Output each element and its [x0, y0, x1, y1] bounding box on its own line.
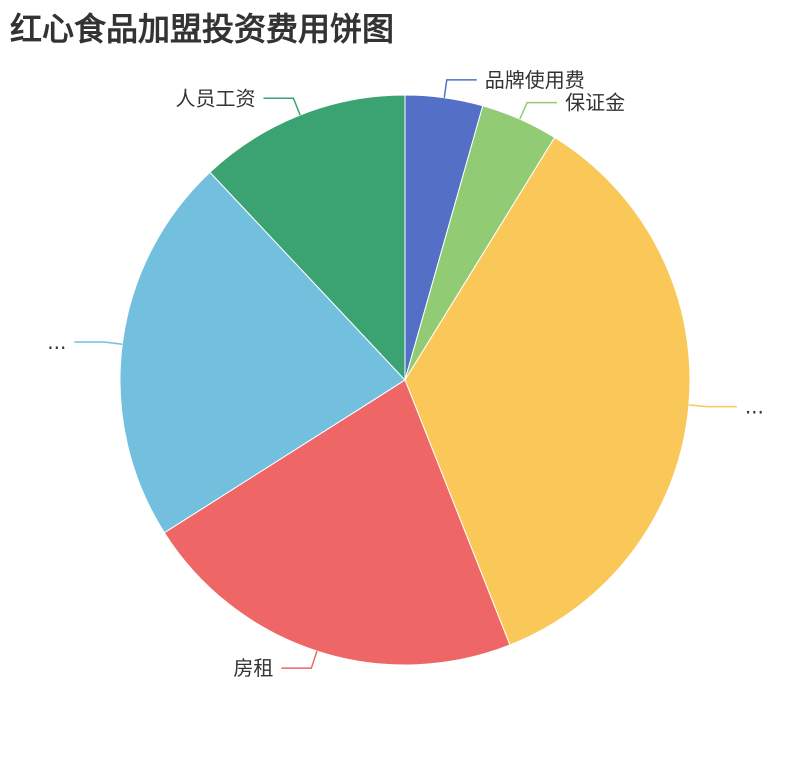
leader-line-1 [519, 101, 558, 120]
pie-slice-4 [119, 171, 406, 534]
pie-slices [119, 94, 691, 666]
leader-line-2 [688, 404, 737, 408]
slice-label-4: ... [47, 330, 66, 354]
leader-lines [74, 79, 737, 669]
leader-line-4 [74, 341, 123, 346]
slice-label-1: 保证金 [565, 91, 625, 115]
slice-label-0: 品牌使用费 [485, 68, 585, 92]
leader-line-3 [281, 650, 318, 669]
slice-label-2: ... [745, 395, 764, 419]
slice-label-5: 人员工资 [175, 86, 255, 110]
chart-title: 红心食品加盟投资费用饼图 [10, 10, 395, 48]
pie-slice-2 [404, 136, 691, 646]
leader-line-0 [443, 79, 477, 98]
leader-line-5 [263, 97, 301, 116]
slice-label-3: 房租 [233, 656, 273, 680]
pie-slice-3 [163, 379, 511, 666]
